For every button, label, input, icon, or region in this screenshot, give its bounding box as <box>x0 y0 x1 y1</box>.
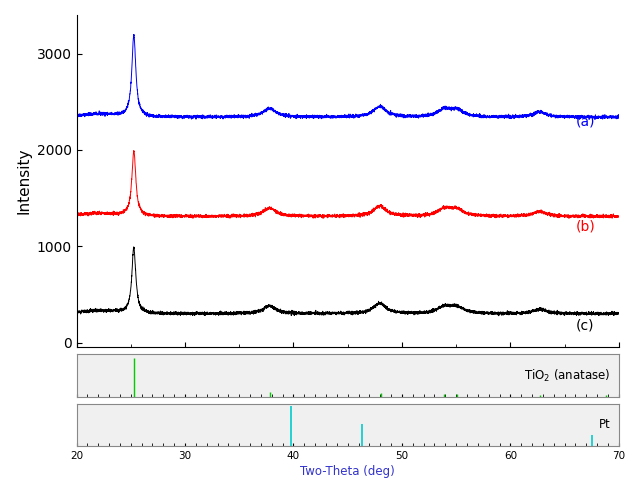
Y-axis label: Intensity: Intensity <box>16 148 31 214</box>
X-axis label: Two-Theta (deg): Two-Theta (deg) <box>300 465 395 478</box>
Text: Pt: Pt <box>599 418 611 431</box>
Text: (a): (a) <box>575 115 595 129</box>
Text: TiO$_2$ (anatase): TiO$_2$ (anatase) <box>524 367 611 384</box>
Text: (c): (c) <box>575 319 594 333</box>
Text: (b): (b) <box>575 220 595 234</box>
